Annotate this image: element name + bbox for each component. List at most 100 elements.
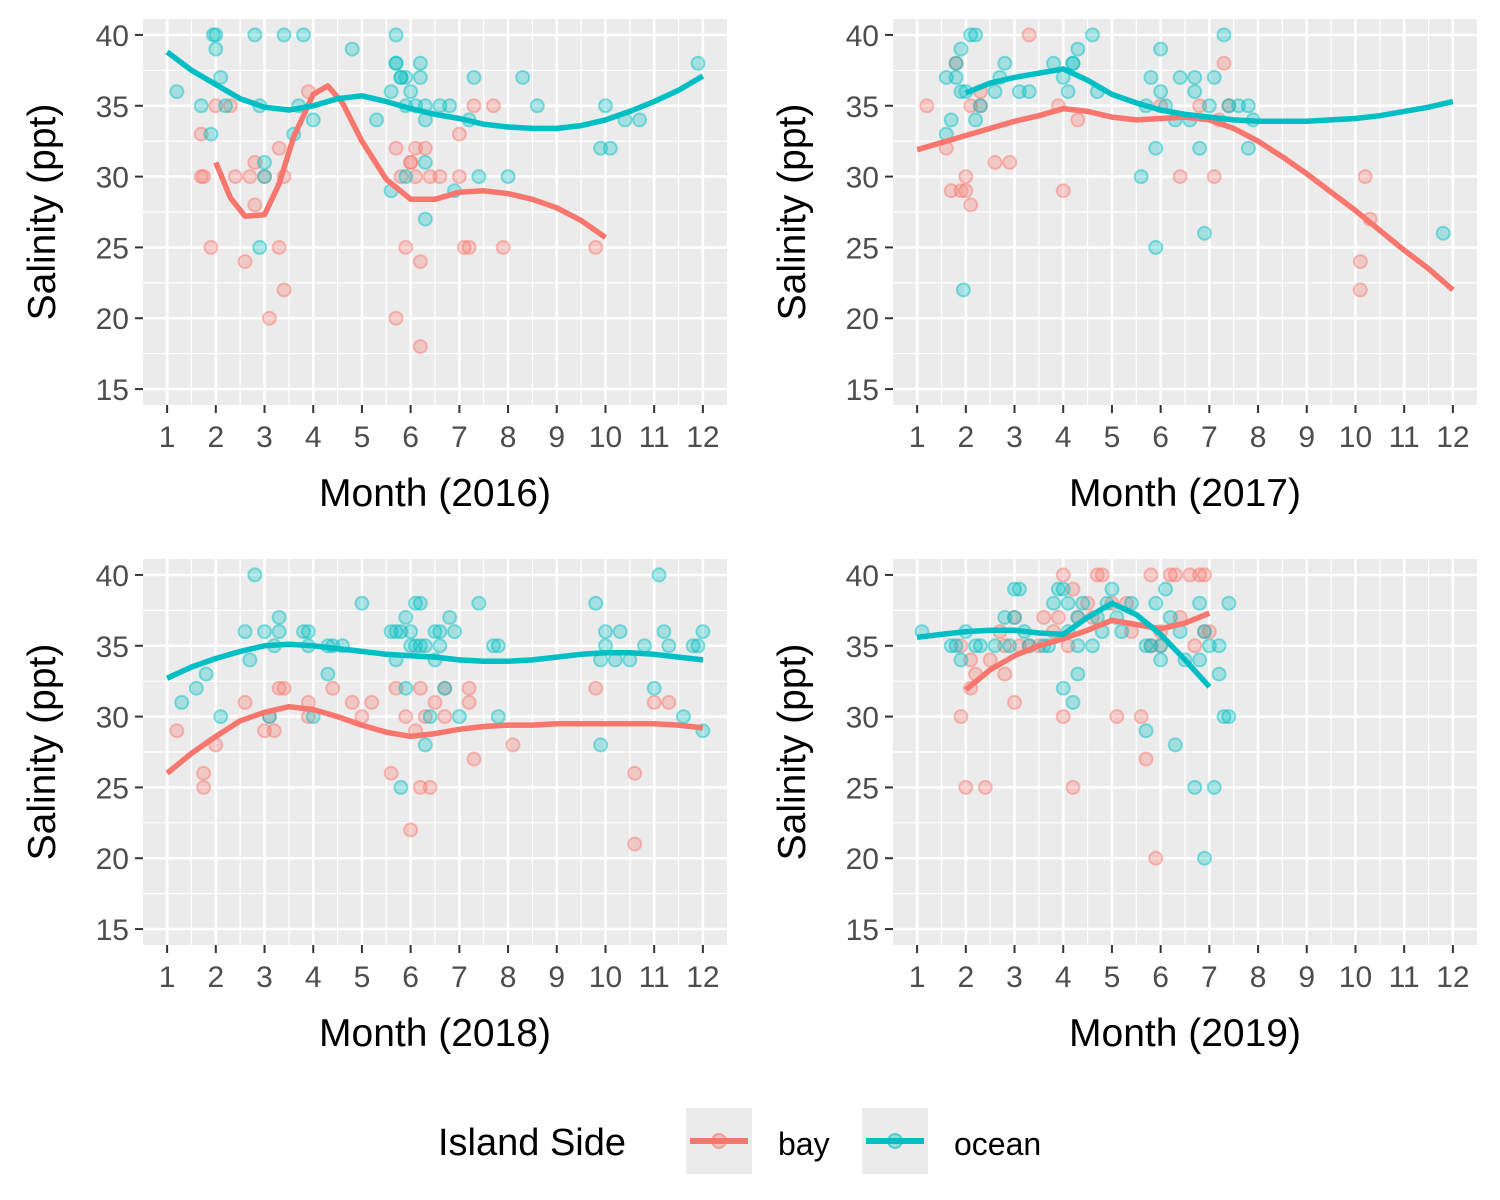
x-axis-label: Month (2019) (1069, 1012, 1301, 1055)
x-tick-label: 2 (957, 421, 974, 454)
data-point-ocean (213, 709, 229, 725)
data-point-bay (1109, 709, 1125, 725)
y-tick-label: 30 (96, 702, 129, 735)
data-point-ocean (417, 638, 433, 654)
series-bay-points (169, 680, 677, 852)
data-point-ocean (208, 41, 224, 57)
data-point-bay (1192, 98, 1208, 114)
data-point-bay (1167, 567, 1183, 583)
data-point-bay (466, 98, 482, 114)
y-tick-label: 35 (96, 91, 129, 124)
x-tick-label: 2 (207, 421, 224, 454)
trend-line-bay (964, 610, 1211, 692)
data-point-bay (1162, 567, 1178, 583)
x-tick-label: 10 (589, 421, 622, 454)
data-point-bay (646, 694, 662, 710)
data-point-ocean (388, 27, 404, 43)
data-point-bay (364, 694, 380, 710)
data-point-ocean (1201, 98, 1217, 114)
data-point-bay (417, 140, 433, 156)
x-tick-label: 8 (500, 961, 517, 994)
data-point-bay (1094, 567, 1110, 583)
grid-lines (893, 559, 1477, 945)
y-tick-label: 30 (846, 162, 879, 195)
data-point-ocean (174, 694, 190, 710)
data-point-ocean (203, 126, 219, 142)
x-tick-label: 6 (1152, 961, 1169, 994)
x-tick-label: 4 (305, 421, 322, 454)
data-point-bay (1153, 638, 1169, 654)
data-point-ocean (442, 98, 458, 114)
data-point-bay (1352, 254, 1368, 270)
legend-key-bay-point (711, 1133, 727, 1149)
data-point-bay (388, 680, 404, 696)
data-point-bay (422, 779, 438, 795)
data-point-ocean (1138, 723, 1154, 739)
x-tick-label: 1 (159, 421, 176, 454)
data-point-bay (588, 680, 604, 696)
data-point-bay (963, 197, 979, 213)
data-point-ocean (1216, 709, 1232, 725)
data-point-ocean (417, 211, 433, 227)
data-point-ocean (690, 638, 706, 654)
data-point-bay (266, 723, 282, 739)
data-point-bay (276, 680, 292, 696)
data-point-ocean (1055, 680, 1071, 696)
y-tick-label: 15 (846, 374, 879, 407)
data-point-ocean (205, 27, 221, 43)
data-point-bay (1196, 567, 1212, 583)
trend-line-bay (916, 105, 1455, 292)
legend: Island Side bay ocean (438, 1108, 1078, 1176)
y-tick-label: 35 (846, 91, 879, 124)
data-point-ocean (1021, 84, 1037, 100)
data-point-bay (987, 154, 1003, 170)
y-tick-label: 20 (846, 303, 879, 336)
y-tick-label: 40 (846, 560, 879, 593)
x-tick-label: 5 (1104, 421, 1121, 454)
data-point-ocean (490, 638, 506, 654)
y-tick-label: 15 (96, 914, 129, 947)
data-point-ocean (1211, 666, 1227, 682)
data-point-bay (1133, 709, 1149, 725)
x-tick-label: 6 (1152, 421, 1169, 454)
data-point-bay (997, 638, 1013, 654)
data-point-bay (958, 779, 974, 795)
data-point-bay (456, 239, 472, 255)
series-bay-points (919, 27, 1378, 298)
data-point-ocean (198, 666, 214, 682)
series-ocean-points (169, 27, 706, 255)
y-axis-label: Salinity (ppt) (21, 104, 64, 321)
data-point-ocean (1187, 779, 1203, 795)
data-point-ocean (388, 55, 404, 71)
data-point-ocean (1007, 609, 1023, 625)
data-point-ocean (948, 638, 964, 654)
panel-2016: 1 2 3 4 5 6 7 8 9 10 11 12 15 20 25 30 35 40 Month (2016) S… (0, 0, 750, 540)
data-point-bay (242, 169, 258, 185)
data-point-bay (261, 310, 277, 326)
data-point-ocean (1070, 41, 1086, 57)
x-tick-label: 1 (159, 961, 176, 994)
data-point-bay (1196, 624, 1212, 640)
data-point-ocean (276, 27, 292, 43)
data-point-ocean (1065, 694, 1081, 710)
data-point-ocean (417, 737, 433, 753)
data-point-ocean (690, 55, 706, 71)
x-tick-label: 10 (589, 961, 622, 994)
data-point-ocean (242, 652, 258, 668)
data-point-bay (948, 55, 964, 71)
data-point-ocean (515, 69, 531, 85)
data-point-ocean (972, 638, 988, 654)
data-point-ocean (1084, 638, 1100, 654)
data-point-bay (1021, 27, 1037, 43)
data-point-bay (1080, 595, 1096, 611)
data-point-ocean (218, 98, 234, 114)
data-point-ocean (987, 638, 1003, 654)
data-point-bay (247, 154, 263, 170)
data-point-bay (1007, 609, 1023, 625)
data-point-bay (1065, 581, 1081, 597)
data-point-ocean (1114, 624, 1130, 640)
